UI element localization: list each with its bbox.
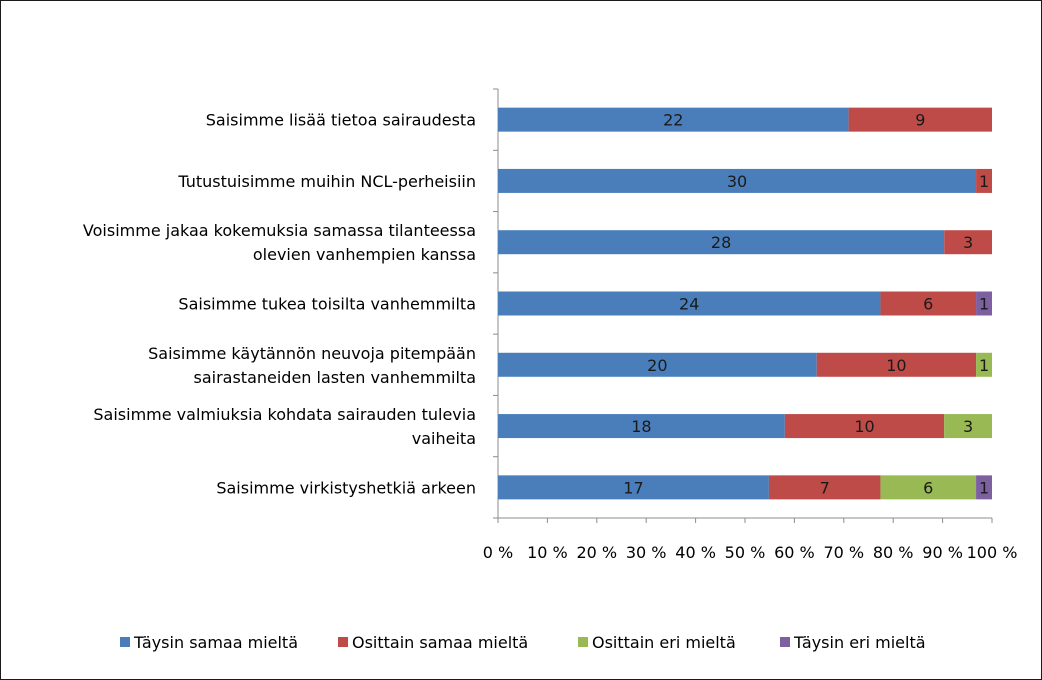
x-tick-label: 100 % — [967, 543, 1018, 562]
bar-segment — [498, 291, 881, 316]
bar-segment — [976, 352, 992, 377]
bar-segment — [880, 475, 977, 500]
bar-segment — [944, 230, 992, 255]
bar-segment — [498, 475, 769, 500]
x-tick-label: 10 % — [527, 543, 568, 562]
legend-label: Osittain samaa mieltä — [352, 633, 528, 652]
legend-swatch — [578, 637, 588, 647]
bar-segment — [498, 107, 849, 132]
x-tick-label: 50 % — [725, 543, 766, 562]
bar-segment — [816, 352, 977, 377]
data-label: 1 — [979, 172, 989, 191]
bar-segment — [976, 291, 992, 316]
data-label: 22 — [663, 111, 683, 130]
data-label: 30 — [727, 172, 747, 191]
bar-segment — [976, 168, 992, 193]
legend-label: Osittain eri mieltä — [592, 633, 736, 652]
bar-segment — [944, 414, 992, 439]
legend-swatch — [780, 637, 790, 647]
x-tick-label: 80 % — [873, 543, 914, 562]
category-label: Saisimme käytännön neuvoja pitempään sair… — [148, 344, 476, 387]
x-tick-label: 60 % — [774, 543, 815, 562]
data-label: 1 — [979, 478, 989, 497]
data-label: 6 — [923, 295, 933, 314]
legend-label: Täysin samaa mieltä — [133, 633, 298, 652]
x-tick-label: 90 % — [922, 543, 963, 562]
category-label: Saisimme lisää tietoa sairaudesta — [206, 111, 476, 130]
data-label: 1 — [979, 356, 989, 375]
legend-swatch — [120, 637, 130, 647]
x-tick-label: 30 % — [626, 543, 667, 562]
bar-segment — [880, 291, 977, 316]
x-tick-label: 70 % — [823, 543, 864, 562]
data-label: 17 — [623, 478, 643, 497]
bar-segment — [498, 414, 785, 439]
bar-segment — [498, 352, 817, 377]
data-label: 1 — [979, 295, 989, 314]
category-label: Saisimme valmiuksia kohdata sairauden tu… — [93, 405, 476, 448]
data-label: 24 — [679, 295, 699, 314]
category-label: Voisimme jakaa kokemuksia samassa tilant… — [83, 221, 476, 264]
data-label: 3 — [963, 417, 973, 436]
bar-segment — [976, 475, 992, 500]
data-label: 3 — [963, 233, 973, 252]
x-tick-label: 40 % — [675, 543, 716, 562]
data-label: 7 — [820, 478, 830, 497]
legend-swatch — [338, 637, 348, 647]
x-tick-label: 20 % — [576, 543, 617, 562]
category-label: Saisimme tukea toisilta vanhemmilta — [178, 295, 476, 314]
category-label: Saisimme virkistyshetkiä arkeen — [216, 478, 476, 497]
data-label: 6 — [923, 478, 933, 497]
bar-segment — [498, 168, 977, 193]
data-label: 10 — [886, 356, 906, 375]
bar-segment — [784, 414, 945, 439]
data-label: 9 — [915, 111, 925, 130]
data-label: 18 — [631, 417, 651, 436]
x-tick-label: 0 % — [483, 543, 513, 562]
bar-segment — [768, 475, 881, 500]
legend-label: Täysin eri mieltä — [793, 633, 926, 652]
data-label: 10 — [854, 417, 874, 436]
bar-segment — [498, 230, 945, 255]
category-label: Tutustuisimme muihin NCL-perheisiin — [177, 172, 476, 191]
data-label: 20 — [647, 356, 667, 375]
data-label: 28 — [711, 233, 731, 252]
bar-segment — [848, 107, 992, 132]
